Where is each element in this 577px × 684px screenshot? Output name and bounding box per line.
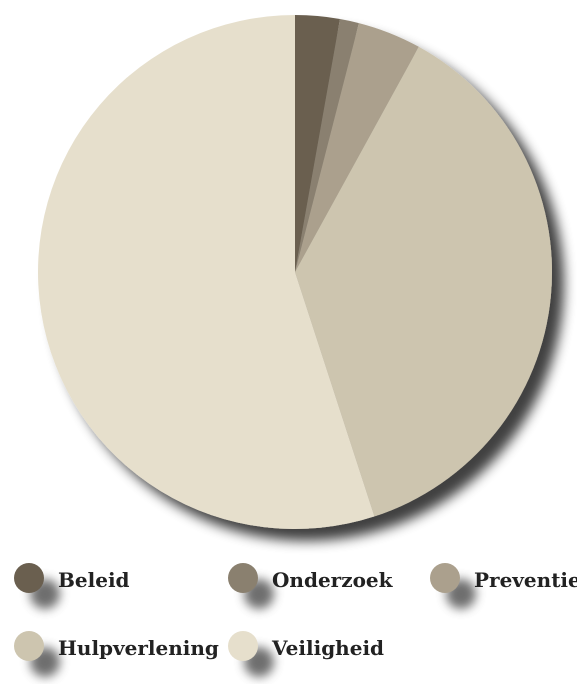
legend-swatch-preventie (430, 563, 476, 609)
legend-label-onderzoek: Onderzoek (272, 568, 393, 592)
legend-item-beleid[interactable]: Beleid (14, 562, 130, 609)
legend-swatch-hulpverlening (14, 631, 60, 677)
legend-swatch-onderzoek (228, 563, 274, 609)
legend-label-beleid: Beleid (58, 568, 130, 592)
legend-item-veiligheid[interactable]: Veiligheid (228, 630, 385, 677)
legend-item-onderzoek[interactable]: Onderzoek (228, 562, 393, 609)
legend-swatch-veiligheid (228, 631, 274, 677)
legend-label-veiligheid: Veiligheid (272, 636, 385, 660)
pie-slice-preventie[interactable] (295, 23, 419, 272)
data-label-veiligheid: 3 (534, 431, 540, 441)
legend: Beleid Onderzoek Preventie Hulpverlening… (0, 556, 577, 684)
legend-item-hulpverlening[interactable]: Hulpverlening (14, 630, 219, 677)
legend-label-preventie: Preventie (474, 568, 577, 592)
pie-slices (38, 15, 553, 529)
pie-slice-hulpverlening[interactable] (295, 46, 553, 517)
pie-chart: 3 (38, 15, 553, 529)
legend-item-preventie[interactable]: Preventie (430, 562, 577, 609)
legend-swatch-beleid (14, 563, 60, 609)
pie-slice-veiligheid[interactable] (38, 15, 375, 529)
pie-slice-onderzoek[interactable] (295, 18, 359, 273)
pie-slice-beleid[interactable] (295, 15, 340, 272)
legend-label-hulpverlening: Hulpverlening (58, 636, 219, 660)
